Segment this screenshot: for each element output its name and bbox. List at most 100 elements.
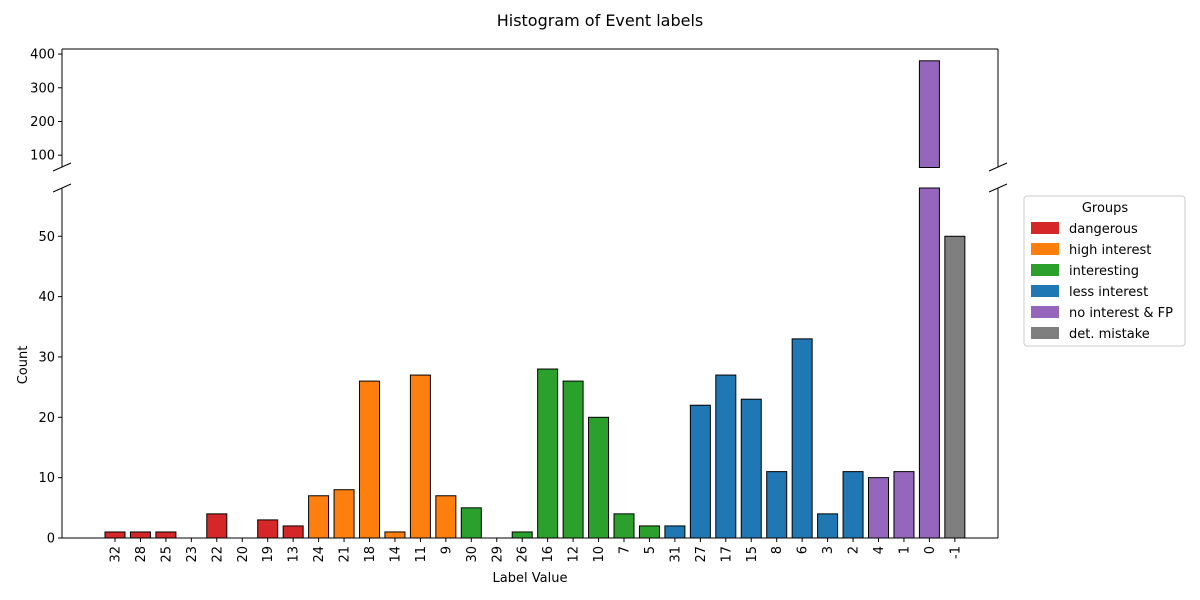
lower-axes: 0 10 20 30 40 50 [38, 188, 999, 547]
bar [537, 368, 559, 539]
x-tick-label: 11 [414, 546, 429, 563]
y-tick-label: 30 [38, 350, 55, 365]
x-tick-label: 23 [185, 546, 200, 563]
legend-items: dangerous high interest interesting less in… [1031, 222, 1173, 342]
legend-swatch [1031, 327, 1059, 339]
x-tick-label: 22 [210, 546, 225, 563]
x-tick-label: 17 [719, 546, 734, 563]
bar [257, 519, 279, 539]
bar [206, 513, 228, 539]
axis-break-marks [52, 162, 1008, 193]
x-tick-label: 32 [109, 546, 124, 563]
x-axis-label: Label Value [493, 571, 568, 586]
chart-title: Histogram of Event labels [497, 11, 704, 30]
x-tick-label: 10 [592, 546, 607, 563]
x-tick-label: 0 [923, 546, 938, 554]
x-tick-label: 31 [668, 546, 683, 563]
legend-frame [1023, 195, 1186, 347]
legend-swatch [1031, 285, 1059, 297]
legend: Groups dangerous high interest interesting… [1023, 195, 1186, 347]
y-tick-label: 40 [38, 290, 55, 305]
bar [613, 513, 635, 539]
bar [664, 525, 686, 539]
x-tick-label: 12 [567, 546, 582, 563]
x-tick-label: 20 [236, 546, 251, 563]
bar [155, 531, 177, 539]
legend-item-label: no interest & FP [1069, 306, 1173, 321]
bar [893, 471, 915, 539]
bar [766, 471, 788, 539]
legend-swatch [1031, 222, 1059, 234]
x-tick-label: 6 [796, 546, 811, 554]
bar [435, 495, 457, 539]
legend-item-label: dangerous [1069, 222, 1138, 237]
break-mark-upper-right [988, 162, 1008, 172]
bar [868, 477, 889, 539]
legend-item-label: less interest [1069, 285, 1148, 300]
legend-item-label: det. mistake [1069, 327, 1150, 342]
y-axis-label: Count [16, 346, 31, 385]
y-tick-label: 0 [47, 532, 55, 547]
x-tick-label: 3 [821, 546, 836, 554]
x-tick-label: 7 [618, 546, 633, 554]
y-tick-label: 100 [30, 149, 55, 164]
x-tick-label: 2 [847, 546, 862, 554]
x-tick-label: 18 [363, 546, 378, 563]
bar [104, 531, 126, 539]
bar-upper-segment [918, 60, 940, 168]
x-tick-label: -1 [948, 546, 963, 559]
x-tick-label: 9 [439, 546, 454, 554]
bar [638, 525, 660, 539]
bar [740, 398, 762, 539]
bar [460, 507, 482, 539]
x-tick-label: 25 [159, 546, 174, 563]
x-tick-label: 5 [643, 546, 658, 554]
legend-item-label: high interest [1069, 243, 1151, 258]
legend-title: Groups [1082, 201, 1129, 216]
legend-swatch [1031, 264, 1059, 276]
break-mark-lower-left [52, 183, 72, 193]
legend-swatch [1031, 243, 1059, 255]
upper-axes: 100 200 300 400 [30, 48, 999, 167]
bar [689, 404, 711, 539]
x-tick-label: 14 [388, 546, 403, 563]
y-tick-label: 50 [38, 230, 55, 245]
y-tick-label: 400 [30, 48, 55, 63]
bar [715, 374, 737, 539]
y-tick-label: 10 [38, 471, 55, 486]
x-tick-label: 26 [516, 546, 531, 563]
bar-lower-segment [918, 187, 940, 539]
bar [842, 471, 864, 539]
bar [791, 338, 813, 539]
x-tick-label: 16 [541, 546, 556, 563]
y-tick-label: 20 [38, 411, 55, 426]
lower-y-ticks: 0 10 20 30 40 50 [38, 230, 62, 547]
upper-y-ticks: 100 200 300 400 [30, 48, 62, 164]
x-tick-label: 19 [261, 546, 276, 563]
x-ticks: 32 28 25 23 22 20 19 13 24 21 18 14 11 9 30 29 26 16 12 10 7… [109, 538, 963, 563]
bars [104, 60, 966, 539]
bar [588, 416, 610, 539]
x-tick-label: 1 [897, 546, 912, 554]
bar [409, 374, 431, 539]
legend-item-label: interesting [1069, 264, 1139, 279]
x-tick-label: 30 [465, 546, 480, 563]
bar [562, 380, 584, 539]
bar [384, 531, 406, 539]
x-tick-label: 15 [745, 546, 760, 563]
x-tick-label: 24 [312, 546, 327, 563]
y-tick-label: 200 [30, 115, 55, 130]
x-tick-label: 27 [694, 546, 709, 563]
bar [944, 235, 966, 539]
bar [282, 525, 304, 539]
bar [359, 380, 380, 539]
bar [129, 531, 151, 539]
bar [511, 531, 533, 539]
x-tick-label: 13 [287, 546, 302, 563]
y-tick-label: 300 [30, 81, 55, 96]
bar [308, 495, 330, 539]
legend-swatch [1031, 306, 1059, 318]
x-tick-label: 8 [770, 546, 785, 554]
x-tick-label: 29 [490, 546, 505, 563]
